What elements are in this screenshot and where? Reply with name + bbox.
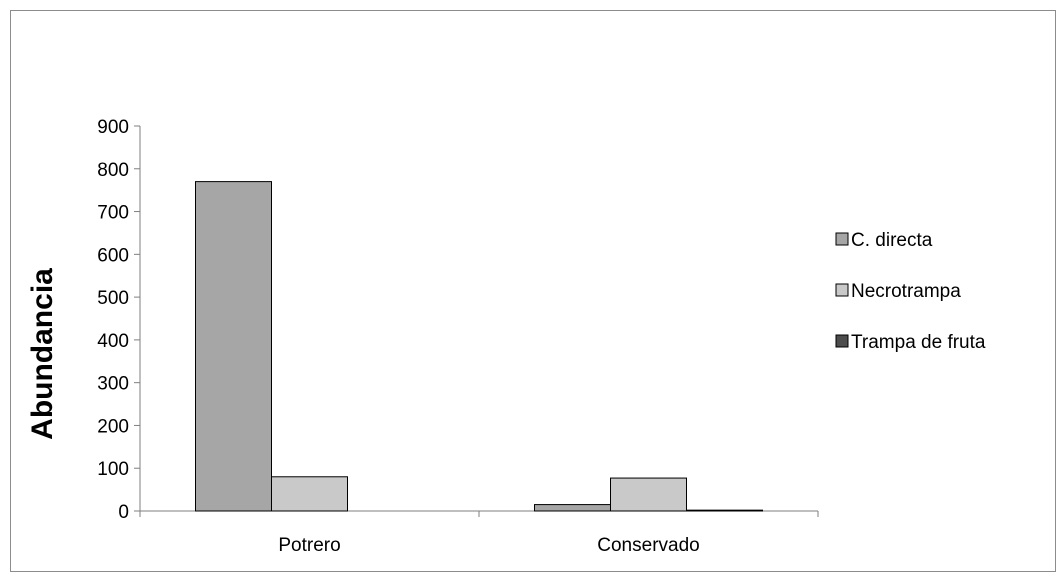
y-tick-label: 300 bbox=[97, 374, 129, 395]
bar bbox=[534, 504, 611, 512]
bar bbox=[610, 477, 687, 512]
x-category-label: Conservado bbox=[597, 535, 699, 556]
bar bbox=[271, 476, 348, 512]
legend-swatch bbox=[835, 283, 849, 297]
y-tick-label: 600 bbox=[97, 245, 129, 266]
y-tick-label: 700 bbox=[97, 203, 129, 224]
bars bbox=[195, 181, 763, 512]
y-axis: 0 100 200 300 400 500 600 700 800 900 bbox=[97, 117, 141, 523]
legend-swatch bbox=[835, 334, 849, 348]
legend: C. directa Necrotrampa Trampa de fruta bbox=[835, 230, 986, 353]
legend-swatch bbox=[835, 232, 849, 246]
legend-entry-label: Trampa de fruta bbox=[851, 332, 986, 353]
chart-frame bbox=[10, 10, 1056, 572]
y-tick-label: 0 bbox=[118, 502, 129, 523]
bar bbox=[195, 181, 272, 512]
bar bbox=[686, 509, 763, 512]
y-tick-label: 100 bbox=[97, 459, 129, 480]
y-axis-title: Abundancia bbox=[26, 268, 59, 440]
legend-entry-label: Necrotrampa bbox=[851, 281, 961, 302]
y-tick-label: 200 bbox=[97, 416, 129, 437]
y-tick-label: 900 bbox=[97, 117, 129, 138]
y-tick-label: 800 bbox=[97, 160, 129, 181]
x-axis: Potrero Conservado bbox=[139, 510, 819, 556]
y-tick-label: 400 bbox=[97, 331, 129, 352]
y-tick-label: 500 bbox=[97, 288, 129, 309]
x-category-label: Potrero bbox=[278, 535, 340, 556]
legend-entry-label: C. directa bbox=[851, 230, 933, 251]
